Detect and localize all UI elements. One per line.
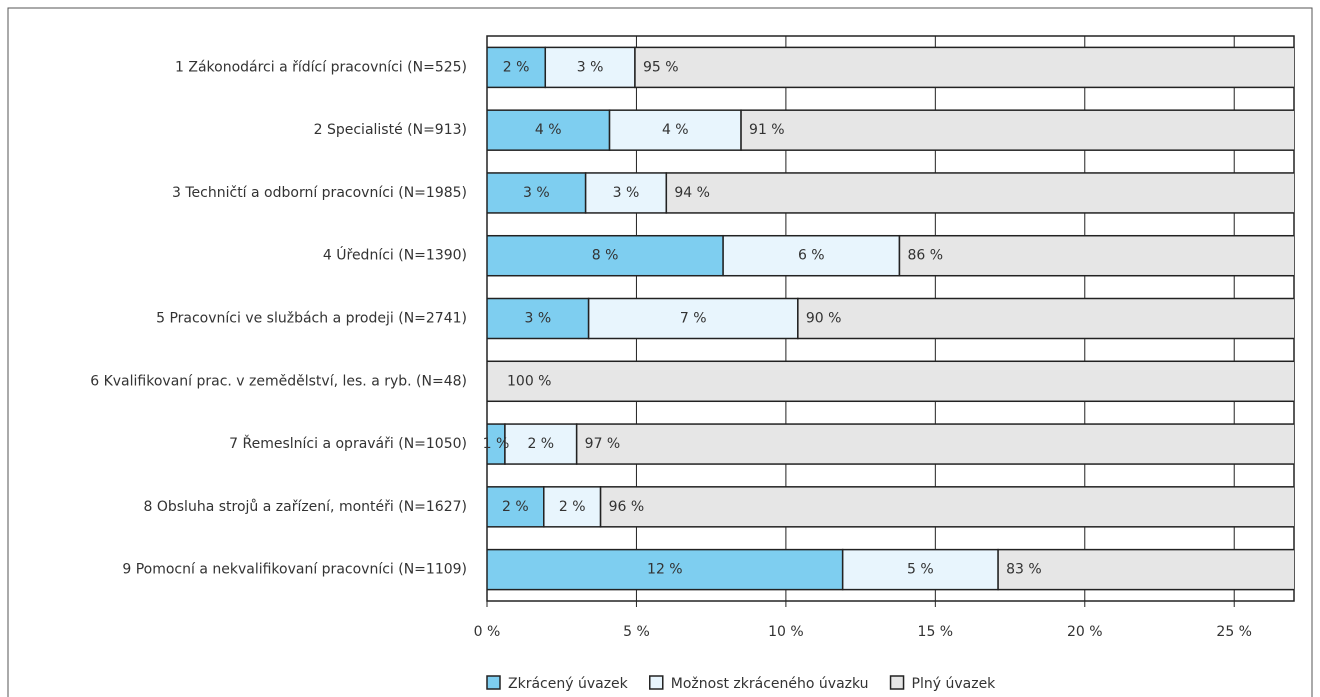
bar-segment bbox=[997, 548, 1294, 591]
value-label: 3 % bbox=[524, 311, 551, 327]
value-label: 95 % bbox=[643, 59, 679, 75]
bar-segment bbox=[487, 46, 547, 89]
bar-segment bbox=[898, 234, 1294, 277]
value-label: 2 % bbox=[502, 499, 529, 515]
value-label: 100 % bbox=[507, 373, 551, 389]
x-tick-label: 25 % bbox=[1216, 624, 1252, 640]
bar-segment bbox=[487, 360, 1294, 403]
bar-segment bbox=[487, 548, 844, 591]
bar-segment bbox=[575, 423, 1294, 465]
category-label: 4 Úředníci (N=1390) bbox=[323, 246, 467, 264]
bar-segment bbox=[841, 548, 999, 591]
value-label: 83 % bbox=[1006, 562, 1042, 578]
category-label: 3 Techničtí a odborní pracovníci (N=1985… bbox=[172, 185, 467, 201]
bar-segment bbox=[634, 46, 1294, 89]
x-tick-label: 0 % bbox=[474, 624, 501, 640]
category-label: 1 Zákonodárci a řídící pracovníci (N=525… bbox=[175, 59, 467, 75]
category-label: 9 Pomocní a nekvalifikovaní pracovníci (… bbox=[122, 562, 467, 578]
bar-segment bbox=[543, 486, 602, 528]
bar-segment bbox=[665, 172, 1294, 214]
value-label: 1 % bbox=[483, 436, 510, 452]
value-label: 90 % bbox=[806, 311, 842, 327]
bar-segment bbox=[722, 234, 901, 277]
value-label: 96 % bbox=[609, 499, 645, 515]
x-tick-label: 15 % bbox=[918, 624, 954, 640]
category-label: 5 Pracovníci ve službách a prodeji (N=27… bbox=[156, 311, 467, 327]
bar-segment bbox=[797, 297, 1294, 340]
value-label: 3 % bbox=[577, 59, 604, 75]
value-label: 7 % bbox=[680, 311, 707, 327]
value-label: 94 % bbox=[674, 185, 710, 201]
x-tick-label: 20 % bbox=[1067, 624, 1103, 640]
x-tick-label: 10 % bbox=[768, 624, 804, 640]
bar-segment bbox=[487, 234, 724, 277]
value-label: 6 % bbox=[798, 248, 825, 264]
bar-segment bbox=[487, 486, 545, 528]
bar-segment bbox=[599, 486, 1294, 528]
category-label: 6 Kvalifikovaní prac. v zemědělství, les… bbox=[90, 373, 467, 389]
value-label: 4 % bbox=[662, 122, 689, 138]
legend-label: Zkrácený úvazek bbox=[508, 676, 629, 692]
x-tick-label: 5 % bbox=[623, 624, 650, 640]
category-label: 8 Obsluha strojů a zařízení, montéři (N=… bbox=[144, 499, 468, 515]
bar-segment bbox=[740, 109, 1294, 151]
bar-segment bbox=[487, 172, 587, 214]
bar-segment bbox=[584, 172, 668, 214]
category-label: 7 Řemeslníci a opraváři (N=1050) bbox=[229, 435, 467, 452]
value-label: 97 % bbox=[585, 436, 621, 452]
category-label: 2 Specialisté (N=913) bbox=[314, 122, 467, 138]
value-label: 2 % bbox=[527, 436, 554, 452]
bar-segment bbox=[544, 46, 636, 89]
value-label: 12 % bbox=[647, 562, 683, 578]
legend-swatch bbox=[889, 675, 905, 690]
value-label: 2 % bbox=[503, 59, 530, 75]
value-label: 91 % bbox=[749, 122, 785, 138]
value-label: 8 % bbox=[592, 248, 619, 264]
legend-label: Možnost zkráceného úvazku bbox=[671, 676, 869, 692]
bar-segment bbox=[487, 297, 590, 340]
value-label: 3 % bbox=[613, 185, 640, 201]
legend-swatch bbox=[649, 675, 664, 690]
value-label: 3 % bbox=[523, 185, 550, 201]
legend-swatch bbox=[486, 675, 501, 690]
bar-segment bbox=[608, 109, 742, 151]
value-label: 2 % bbox=[559, 499, 586, 515]
bar-segment bbox=[487, 109, 611, 151]
value-label: 5 % bbox=[907, 562, 934, 578]
bar-segment bbox=[587, 297, 799, 340]
legend-label: Plný úvazek bbox=[912, 676, 997, 692]
value-label: 4 % bbox=[535, 122, 562, 138]
value-label: 86 % bbox=[907, 248, 943, 264]
